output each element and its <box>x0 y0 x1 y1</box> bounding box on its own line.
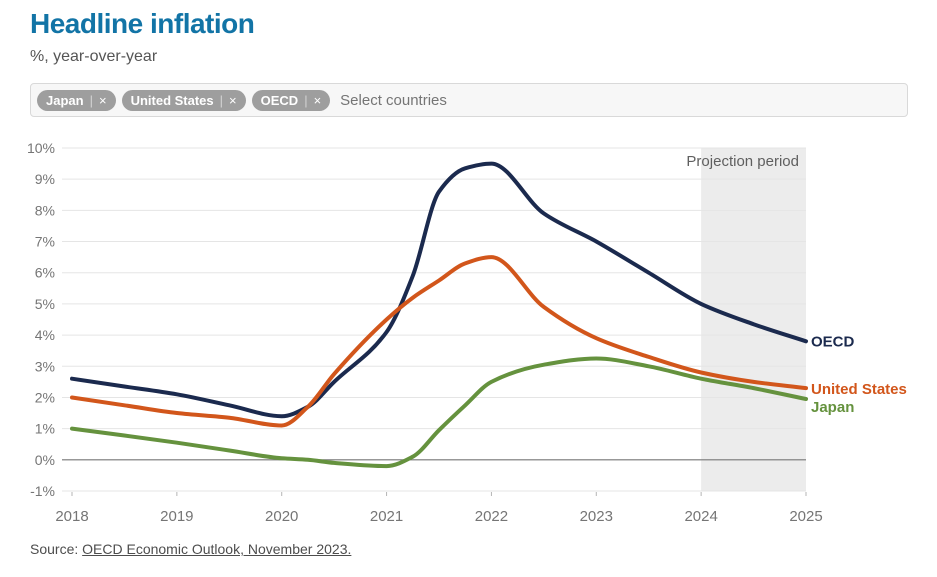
series-label-japan: Japan <box>811 399 854 416</box>
pill-label: Japan <box>46 92 84 108</box>
x-tick-label: 2024 <box>684 508 717 525</box>
pill-divider: | <box>304 92 308 108</box>
remove-country-icon[interactable]: × <box>98 92 107 108</box>
country-select-placeholder: Select countries <box>340 91 447 109</box>
y-tick-label: 9% <box>35 171 55 187</box>
y-tick-label: 2% <box>35 389 55 405</box>
y-tick-label: -1% <box>30 483 55 499</box>
remove-country-icon[interactable]: × <box>313 92 322 108</box>
x-tick-label: 2020 <box>265 508 298 525</box>
y-tick-label: 7% <box>35 234 55 250</box>
pill-label: United States <box>130 92 214 108</box>
x-tick-label: 2023 <box>580 508 613 525</box>
pill-divider: | <box>219 92 224 108</box>
x-tick-label: 2022 <box>475 508 508 525</box>
x-tick-label: 2018 <box>55 508 88 525</box>
x-tick-label: 2021 <box>370 508 403 525</box>
projection-period-label: Projection period <box>686 153 799 170</box>
source-link[interactable]: OECD Economic Outlook, November 2023. <box>82 541 352 557</box>
y-tick-label: 6% <box>35 265 55 281</box>
source-line: Source: OECD Economic Outlook, November … <box>30 541 351 557</box>
projection-period-region <box>701 148 806 491</box>
country-select[interactable]: Japan | × United States | × OECD | × Select count… <box>30 83 908 117</box>
chart-subtitle: %, year-over-year <box>30 48 158 65</box>
y-tick-label: 3% <box>35 358 55 374</box>
y-tick-label: 0% <box>35 452 55 468</box>
series-label-oecd: OECD <box>811 333 855 350</box>
x-tick-label: 2019 <box>160 508 193 525</box>
pill-divider: | <box>89 92 93 108</box>
pill-label: OECD <box>260 92 299 108</box>
y-tick-label: 10% <box>27 140 55 156</box>
y-tick-label: 4% <box>35 327 55 343</box>
y-tick-label: 8% <box>35 202 55 218</box>
x-tick-label: 2025 <box>789 508 822 525</box>
country-pill-united-states[interactable]: United States | × <box>121 89 246 111</box>
series-label-united-states: United States <box>811 381 907 398</box>
source-prefix: Source: <box>30 541 83 557</box>
series-line-united-states[interactable] <box>70 255 808 428</box>
country-pill-oecd[interactable]: OECD | × <box>251 89 331 111</box>
page-title: Headline inflation <box>30 8 255 39</box>
series-line-oecd[interactable] <box>70 161 808 419</box>
country-pill-japan[interactable]: Japan | × <box>37 89 116 111</box>
remove-country-icon[interactable]: × <box>229 92 237 108</box>
y-tick-label: 1% <box>35 421 55 437</box>
y-tick-label: 5% <box>35 296 55 312</box>
series-line-japan[interactable] <box>70 356 808 469</box>
